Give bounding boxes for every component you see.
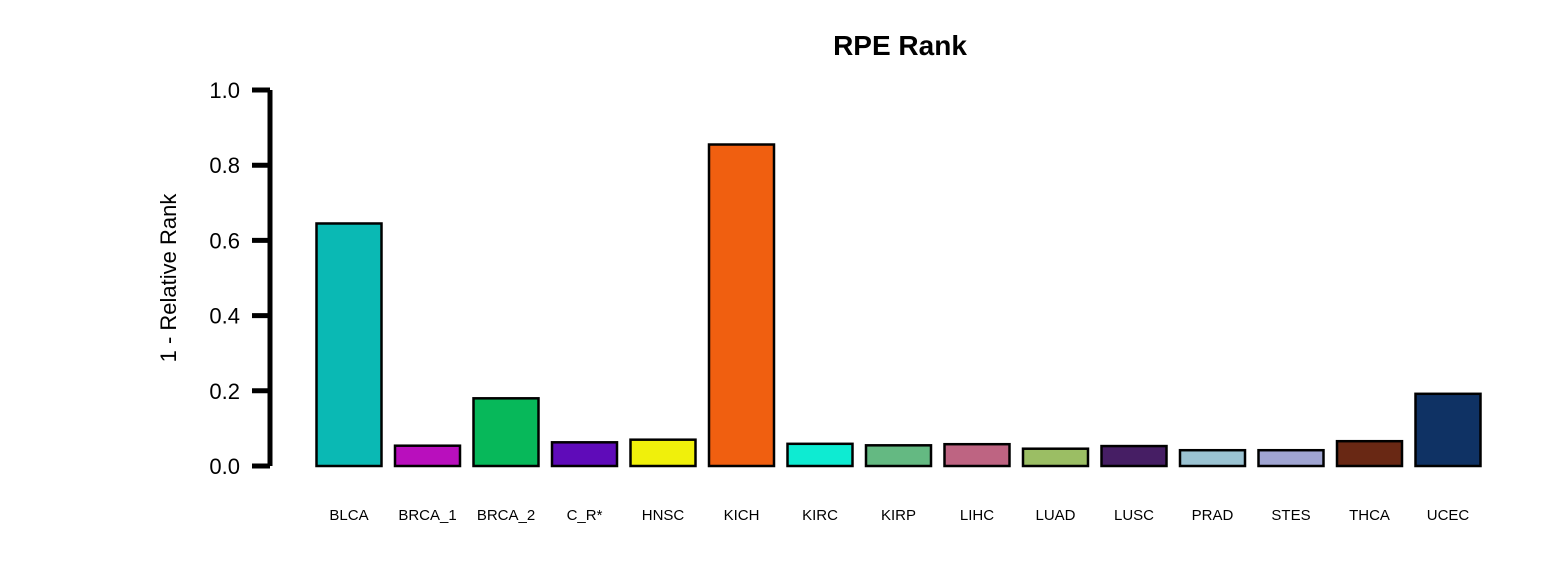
bar-kirc	[786, 442, 854, 468]
x-tick-label: BLCA	[329, 507, 368, 524]
x-tick-label: UCEC	[1427, 507, 1470, 524]
bar-hnsc	[629, 438, 697, 468]
y-tick-label: 0.4	[209, 304, 240, 329]
x-tick-label: LUAD	[1035, 507, 1075, 524]
bar-thca	[1335, 439, 1404, 468]
y-axis-ticks: 0.0 0.2 0.4 0.6 0.8 1.0	[209, 78, 270, 479]
x-tick-label: BRCA_2	[477, 507, 535, 524]
y-tick-label: 0.0	[209, 454, 240, 479]
x-tick-label: STES	[1271, 507, 1310, 524]
x-tick-label: KICH	[724, 507, 760, 524]
y-tick-label: 0.8	[209, 153, 240, 178]
bar-c-r	[550, 441, 619, 468]
x-tick-label: KIRC	[802, 507, 838, 524]
bar-brca-1	[393, 444, 462, 468]
bar-blca	[315, 222, 383, 468]
x-tick-label: KIRP	[881, 507, 916, 524]
y-tick-label: 0.6	[209, 228, 240, 253]
x-tick-label: PRAD	[1192, 507, 1234, 524]
bar-lihc	[943, 442, 1011, 468]
x-tick-label: C_R*	[567, 507, 603, 524]
x-tick-label: LIHC	[960, 507, 994, 524]
bar-stes	[1257, 448, 1325, 468]
y-tick-label: 1.0	[209, 78, 240, 103]
bar-prad	[1178, 448, 1247, 468]
x-axis-labels: BLCA BRCA_1 BRCA_2 C_R* HNSC KICH KIRC KIRP LIHC…	[329, 507, 1469, 524]
x-tick-label: BRCA_1	[398, 507, 456, 524]
bar-kich	[707, 143, 776, 468]
x-tick-label: THCA	[1349, 507, 1390, 524]
bar-kirp	[864, 444, 933, 468]
bar-luad	[1021, 447, 1090, 468]
x-tick-label: HNSC	[642, 507, 685, 524]
y-tick-label: 0.2	[209, 379, 240, 404]
bar-brca-2	[472, 397, 540, 468]
chart-title: RPE Rank	[833, 30, 967, 61]
bars-group	[315, 143, 1482, 468]
bar-ucec	[1414, 392, 1482, 468]
y-axis-label: 1 - Relative Rank	[156, 193, 181, 363]
x-tick-label: LUSC	[1114, 507, 1154, 524]
bar-lusc	[1100, 444, 1168, 468]
